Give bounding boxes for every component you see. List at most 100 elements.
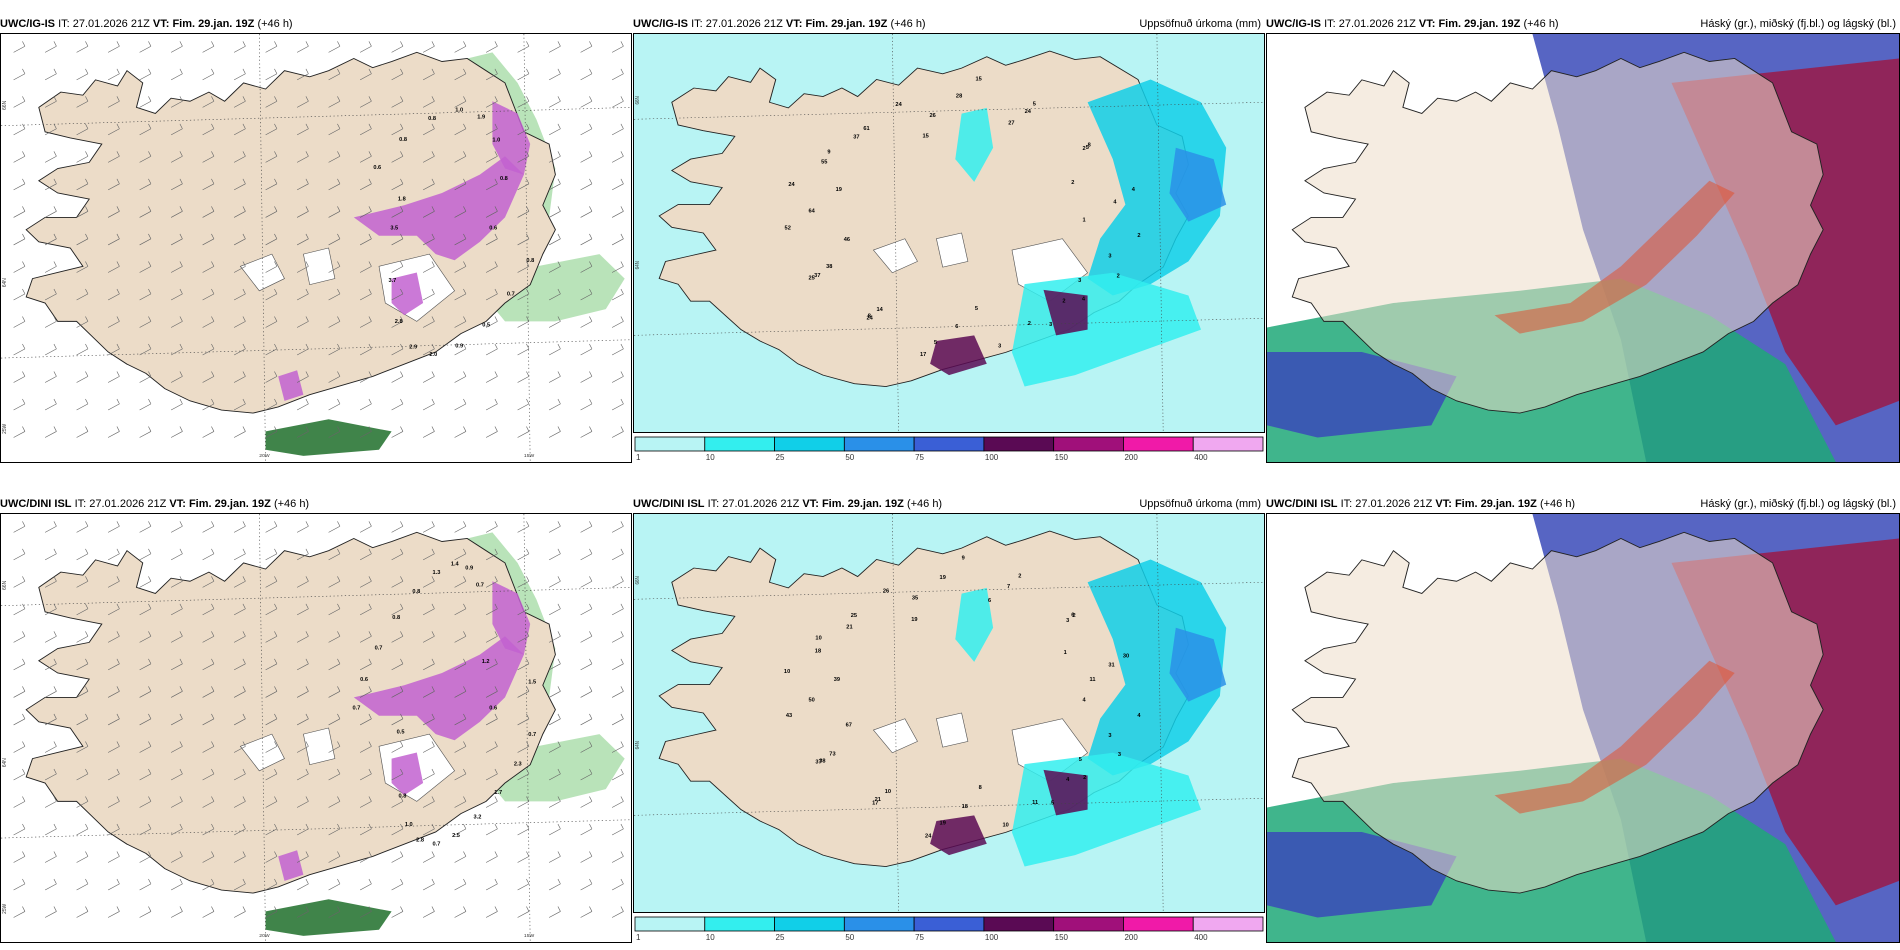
wind-barb — [391, 151, 404, 163]
lead-time: (+46 h) — [1523, 18, 1559, 30]
wind-barb — [391, 548, 404, 561]
graticule-line — [1156, 34, 1164, 432]
vt-label: VT: — [1435, 498, 1452, 510]
precip-area — [492, 101, 531, 175]
wind-barb — [76, 288, 89, 301]
wind-barb — [76, 521, 89, 533]
precip-area — [955, 587, 994, 662]
wind-barb — [13, 796, 26, 808]
wind-barb — [485, 206, 498, 218]
init-time: 27.01.2026 21Z — [705, 18, 783, 30]
wind-barb — [233, 713, 246, 726]
wind-barb — [296, 316, 309, 328]
wind-barb — [422, 548, 435, 561]
iceland-outline — [1291, 531, 1824, 894]
wind-barb — [139, 316, 152, 328]
value-label: 18 — [962, 804, 968, 810]
value-label: 0.5 — [397, 730, 405, 736]
wind-barb — [391, 658, 404, 671]
wind-barb — [611, 426, 624, 438]
value-label: 1 — [1083, 218, 1086, 224]
wind-barb — [422, 878, 435, 891]
wind-barb — [76, 371, 89, 383]
wind-barb — [233, 68, 246, 81]
legend-tick: 400 — [1194, 933, 1208, 941]
wind-barb — [296, 206, 309, 218]
wind-barb — [485, 288, 498, 301]
wind-barb — [548, 398, 561, 411]
value-label: 2 — [1018, 574, 1021, 580]
value-label: 4 — [1113, 200, 1116, 206]
wind-barb — [296, 123, 309, 136]
value-label: 1.7 — [494, 790, 502, 796]
wind-barb — [422, 316, 435, 328]
wind-barb — [422, 713, 435, 726]
wind-barb — [13, 741, 26, 753]
value-label: 8 — [868, 314, 871, 320]
value-label: 38 — [819, 759, 825, 765]
wind-barb — [454, 631, 467, 643]
wind-barb — [13, 576, 26, 588]
value-label: 15 — [975, 77, 981, 83]
wind-barb — [422, 41, 435, 53]
lat-label: 64N — [2, 278, 8, 287]
value-label: 50 — [809, 698, 815, 704]
wind-barb — [580, 151, 593, 163]
wind-barb — [548, 603, 561, 616]
wind-barb — [517, 178, 530, 191]
wind-barb — [422, 288, 435, 301]
wind-barb — [580, 878, 593, 891]
wind-barb — [611, 686, 624, 698]
wind-barb — [391, 206, 404, 218]
precip-area — [265, 899, 392, 936]
wind-barb — [202, 796, 215, 808]
wind-barb — [359, 686, 372, 698]
valid-time: Fim. 29.jan. 19Z — [172, 18, 255, 30]
precip-legend: 1 10 25 50 75 100 150 200 400 — [633, 435, 1265, 461]
wind-barb — [611, 603, 624, 616]
wind-barb — [548, 796, 561, 808]
wind-barb — [611, 906, 624, 918]
wind-barb — [580, 658, 593, 671]
wind-barb — [233, 741, 246, 753]
wind-barb — [265, 851, 278, 863]
wind-barb — [548, 68, 561, 81]
wind-barb — [328, 576, 341, 588]
wind-barb — [359, 398, 372, 411]
wind-barb — [76, 426, 89, 438]
wind-barb — [422, 343, 435, 356]
lon-label: 15W — [524, 453, 535, 459]
wind-barb — [202, 713, 215, 726]
wind-barb — [44, 316, 57, 328]
wind-barb — [265, 96, 278, 108]
cloud-layer — [1267, 831, 1457, 918]
wind-barb — [611, 631, 624, 643]
wind-barb — [265, 521, 278, 533]
wind-barb — [13, 206, 26, 218]
wind-barb — [44, 288, 57, 301]
value-label: 24 — [1025, 109, 1031, 115]
wind-barb — [611, 261, 624, 273]
it-label: IT: — [691, 18, 703, 30]
wind-barb — [485, 768, 498, 781]
value-label: 17 — [872, 801, 878, 807]
wind-barb — [107, 686, 120, 698]
wind-barb — [359, 576, 372, 588]
wind-barb — [548, 426, 561, 438]
wind-barb — [296, 631, 309, 643]
wind-barb — [328, 631, 341, 643]
wind-barb — [44, 371, 57, 383]
wind-barb — [422, 178, 435, 191]
glacier — [936, 232, 969, 268]
vt-label: VT: — [169, 498, 186, 510]
wind-barb — [202, 631, 215, 643]
wind-barb — [328, 521, 341, 533]
wind-barb — [328, 123, 341, 136]
value-label: 37 — [814, 273, 820, 279]
wind-barb — [328, 713, 341, 726]
legend-swatch — [1053, 436, 1124, 452]
wind-barb — [580, 741, 593, 753]
wind-barb — [359, 548, 372, 561]
init-time: 27.01.2026 21Z — [72, 18, 150, 30]
precip-area — [955, 107, 994, 182]
